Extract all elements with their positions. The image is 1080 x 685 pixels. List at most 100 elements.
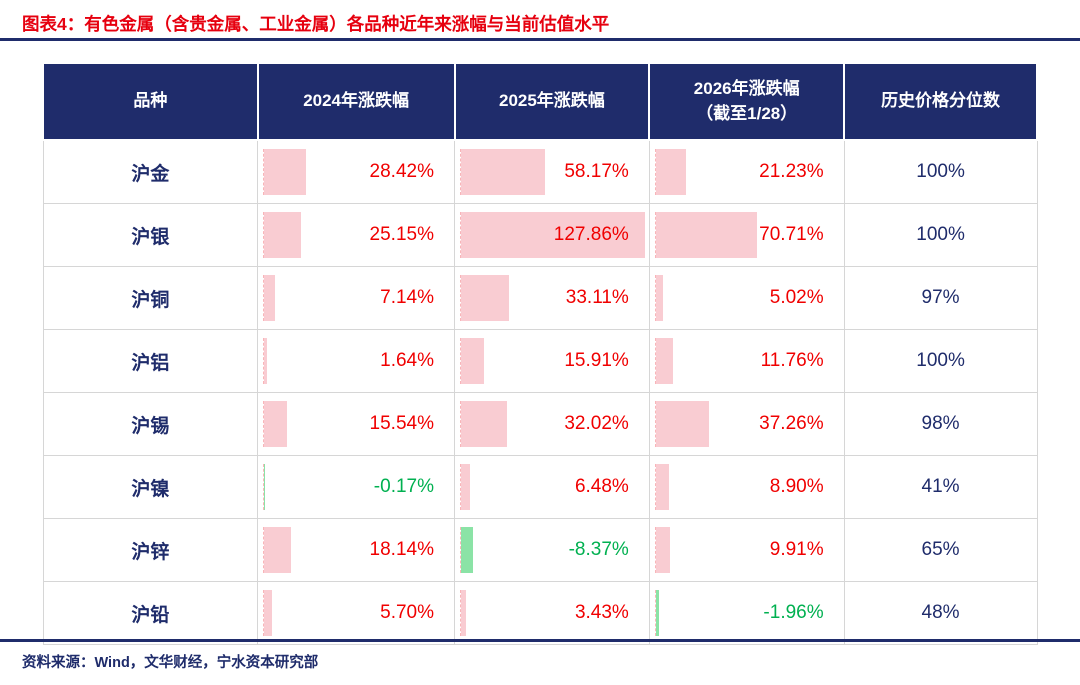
- change-cell-2024: -0.17%: [257, 455, 455, 519]
- variety-cell: 沪铝: [42, 329, 259, 393]
- bar-track: [460, 275, 645, 321]
- data-bar: [655, 401, 710, 447]
- table-row: 沪金 28.42% 58.17% 21.23% 100%: [42, 139, 1038, 204]
- percentile-value: 48%: [921, 602, 960, 623]
- data-bar: [461, 401, 508, 447]
- change-cell-2026: 21.23%: [648, 139, 845, 204]
- change-value: 7.14%: [380, 287, 434, 308]
- change-cell-2025: 3.43%: [454, 581, 650, 645]
- data-bar: [461, 338, 484, 384]
- change-cell-2024: 18.14%: [257, 518, 455, 582]
- variety-label: 沪铅: [131, 604, 170, 626]
- bar-track: [263, 527, 450, 573]
- bar-track: [654, 149, 840, 195]
- footer-divider: [0, 639, 1080, 642]
- percentile-cell: 65%: [843, 518, 1038, 582]
- change-cell-2026: 11.76%: [648, 329, 845, 393]
- change-value: 32.02%: [564, 413, 629, 434]
- change-cell-2026: 9.91%: [648, 518, 845, 582]
- change-value: 25.15%: [369, 224, 434, 245]
- data-bar: [655, 275, 664, 321]
- header-variety: 品种: [42, 62, 259, 141]
- bar-track: [654, 590, 840, 636]
- variety-label: 沪锌: [131, 541, 170, 563]
- header-change-2026: 2026年涨跌幅 （截至1/28）: [648, 62, 846, 141]
- variety-label: 沪金: [131, 163, 170, 185]
- bar-track: [460, 590, 645, 636]
- percentile-cell: 41%: [843, 455, 1038, 519]
- bar-track: [263, 338, 450, 384]
- percentile-value: 100%: [916, 350, 965, 371]
- percentile-value: 41%: [921, 476, 960, 497]
- data-bar: [461, 212, 645, 258]
- variety-cell: 沪铜: [42, 266, 259, 330]
- data-bar: [655, 212, 758, 258]
- data-bar: [461, 275, 509, 321]
- variety-label: 沪锡: [131, 415, 170, 437]
- bar-track: [654, 212, 840, 258]
- variety-label: 沪铜: [131, 289, 170, 311]
- change-cell-2025: 33.11%: [454, 266, 650, 330]
- data-bar: [264, 275, 275, 321]
- change-cell-2024: 28.42%: [257, 139, 455, 204]
- table-row: 沪铝 1.64% 15.91% 11.76% 100%: [42, 329, 1038, 393]
- data-bar: [264, 464, 266, 510]
- source-note: 资料来源：Wind，文华财经，宁水资本研究部: [22, 655, 319, 671]
- change-cell-2025: 6.48%: [454, 455, 650, 519]
- bar-track: [263, 590, 450, 636]
- data-bar: [461, 149, 545, 195]
- bar-track: [460, 464, 645, 510]
- bar-track: [263, 212, 450, 258]
- table-row: 沪铜 7.14% 33.11% 5.02% 97%: [42, 266, 1038, 330]
- change-value: 5.02%: [769, 287, 824, 308]
- header-row: 品种 2024年涨跌幅 2025年涨跌幅 2026年涨跌幅 （截至1/28） 历…: [42, 62, 1038, 141]
- change-value: 3.43%: [574, 602, 629, 623]
- bar-track: [654, 275, 840, 321]
- table-row: 沪锡 15.54% 32.02% 37.26% 98%: [42, 392, 1038, 456]
- change-value: 37.26%: [759, 413, 824, 434]
- bar-track: [654, 401, 840, 447]
- percentile-cell: 48%: [843, 581, 1038, 645]
- change-cell-2025: 58.17%: [454, 139, 650, 204]
- header-change-2025: 2025年涨跌幅: [453, 62, 651, 141]
- variety-cell: 沪金: [42, 139, 259, 204]
- table-body: 沪金 28.42% 58.17% 21.23% 100% 沪银 25.15% 1…: [42, 139, 1038, 645]
- change-value: -1.96%: [763, 602, 824, 623]
- percentile-value: 100%: [916, 161, 965, 182]
- change-cell-2024: 1.64%: [257, 329, 455, 393]
- change-cell-2025: 15.91%: [454, 329, 650, 393]
- bar-track: [460, 149, 645, 195]
- data-bar: [655, 464, 669, 510]
- variety-label: 沪镍: [131, 478, 170, 500]
- change-cell-2026: 70.71%: [648, 203, 845, 267]
- bar-track: [654, 338, 840, 384]
- data-bar: [264, 212, 301, 258]
- table-row: 沪银 25.15% 127.86% 70.71% 100%: [42, 203, 1038, 267]
- bar-track: [460, 401, 645, 447]
- change-value: 33.11%: [565, 287, 629, 308]
- percentile-cell: 97%: [843, 266, 1038, 330]
- data-bar: [264, 149, 306, 195]
- bar-track: [654, 464, 840, 510]
- change-cell-2025: 32.02%: [454, 392, 650, 456]
- figure-body: 品种 2024年涨跌幅 2025年涨跌幅 2026年涨跌幅 （截至1/28） 历…: [42, 62, 1038, 645]
- variety-cell: 沪锌: [42, 518, 259, 582]
- percentile-value: 97%: [921, 287, 960, 308]
- data-bar: [655, 590, 659, 636]
- change-cell-2024: 7.14%: [257, 266, 455, 330]
- change-value: 11.76%: [760, 350, 824, 371]
- change-value: 5.70%: [380, 602, 434, 623]
- variety-label: 沪银: [131, 226, 170, 248]
- data-bar: [655, 527, 671, 573]
- change-value: 6.48%: [574, 476, 629, 497]
- variety-label: 沪铝: [131, 352, 170, 374]
- change-cell-2024: 5.70%: [257, 581, 455, 645]
- table-row: 沪镍 -0.17% 6.48% 8.90% 41%: [42, 455, 1038, 519]
- percentile-cell: 100%: [843, 329, 1038, 393]
- variety-cell: 沪铅: [42, 581, 259, 645]
- change-cell-2025: -8.37%: [454, 518, 650, 582]
- bar-track: [460, 212, 645, 258]
- change-cell-2024: 25.15%: [257, 203, 455, 267]
- variety-cell: 沪镍: [42, 455, 259, 519]
- change-value: 8.90%: [769, 476, 824, 497]
